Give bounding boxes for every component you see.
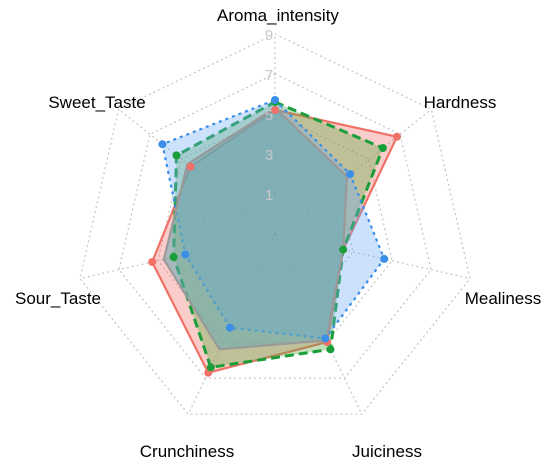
series-2-point	[172, 151, 181, 160]
series-2-point	[326, 345, 335, 354]
axis-label: Mealiness	[465, 289, 542, 308]
axis-label: Sweet_Taste	[48, 93, 145, 112]
series-3-point	[181, 250, 190, 259]
series-2-point	[206, 363, 215, 372]
series-1-point	[148, 258, 157, 266]
series-3-point	[346, 170, 355, 179]
series-1-point	[393, 132, 401, 141]
series-3-point	[271, 96, 279, 104]
axis-label: Hardness	[424, 93, 497, 112]
tick-label: 3	[265, 147, 273, 164]
series-3-point	[225, 323, 234, 332]
axis-label: Juiciness	[352, 442, 422, 461]
series-1-point	[186, 162, 195, 171]
axis-label: Crunchiness	[140, 442, 235, 461]
tick-label: 7	[265, 67, 273, 84]
series-3-point	[158, 140, 167, 149]
axis-label: Sour_Taste	[15, 289, 101, 308]
tick-label: 1	[265, 187, 273, 204]
series-3-point	[380, 254, 389, 263]
series-3-point	[321, 334, 330, 343]
tick-label: 9	[265, 27, 273, 44]
series-4-area	[162, 106, 348, 351]
radar-tick-labels: 1 3 5 7 9	[265, 27, 273, 204]
axis-spoke	[274, 233, 471, 280]
series-2-point	[339, 245, 348, 254]
radar-axis-labels: Aroma_intensity Hardness Mealiness Juicines…	[15, 6, 541, 461]
tick-label: 5	[265, 107, 273, 124]
axis-label: Aroma_intensity	[217, 6, 339, 25]
series-2-point	[378, 144, 387, 152]
radar-series	[148, 96, 401, 377]
series-1-point	[271, 106, 279, 114]
grid-ring-7	[118, 73, 432, 379]
series-2-point	[169, 253, 178, 262]
